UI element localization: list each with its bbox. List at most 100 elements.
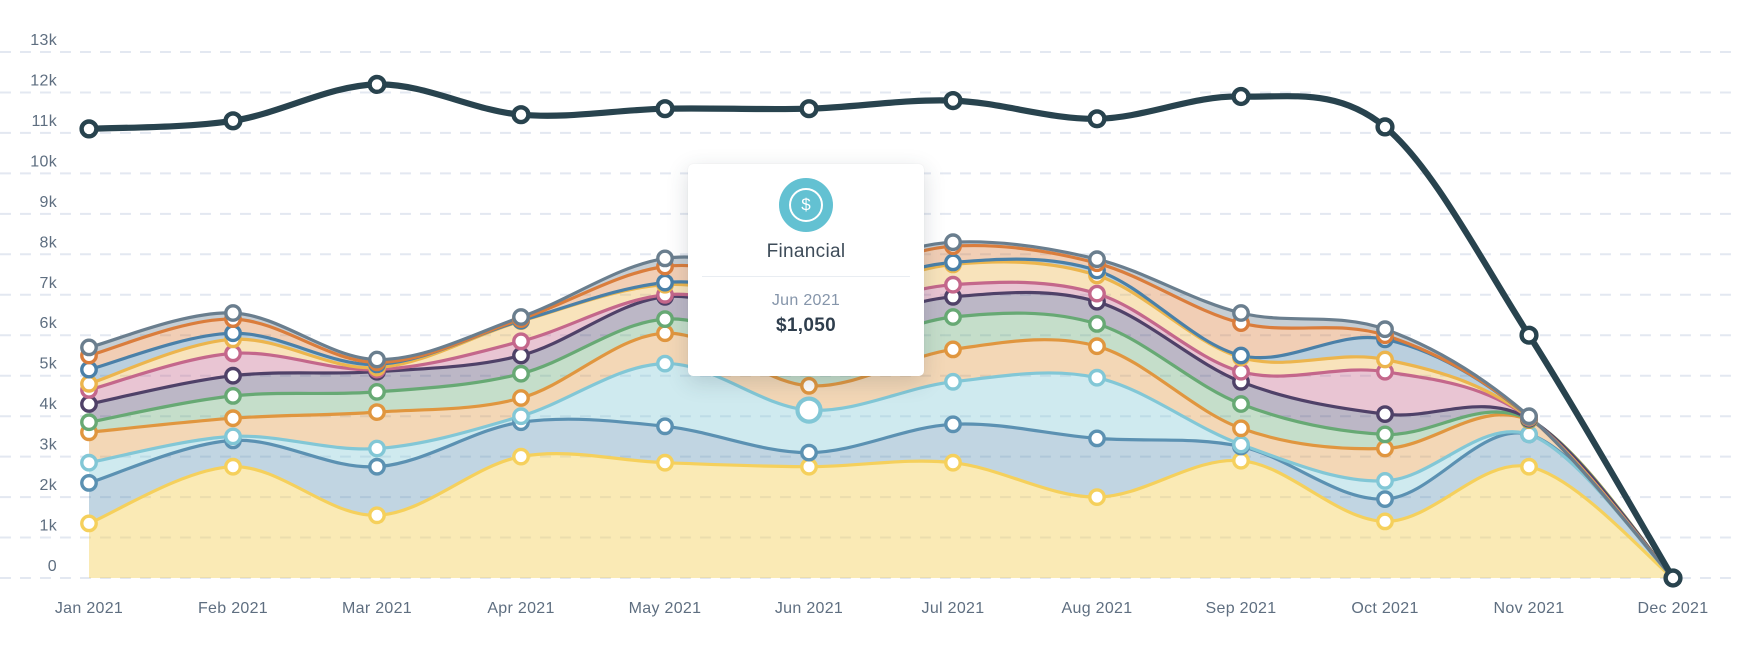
data-point-marker[interactable] bbox=[944, 372, 962, 391]
data-point-marker[interactable] bbox=[80, 453, 98, 472]
data-point-marker[interactable] bbox=[368, 350, 386, 369]
data-point-marker[interactable] bbox=[1232, 346, 1250, 365]
data-point-marker[interactable] bbox=[368, 457, 386, 476]
data-point-marker[interactable] bbox=[512, 407, 530, 426]
data-point-marker[interactable] bbox=[368, 403, 386, 421]
data-point-marker[interactable] bbox=[80, 413, 98, 432]
data-point-marker[interactable] bbox=[1232, 451, 1250, 470]
series-yellow-area[interactable] bbox=[89, 453, 1673, 578]
total-point-marker[interactable] bbox=[655, 99, 675, 119]
total-point-marker[interactable] bbox=[367, 74, 387, 95]
series-cyan-area[interactable] bbox=[89, 363, 1673, 578]
data-point-marker[interactable] bbox=[1520, 425, 1538, 444]
data-point-marker[interactable] bbox=[1376, 439, 1394, 458]
data-point-marker[interactable] bbox=[656, 249, 674, 268]
data-point-marker[interactable] bbox=[512, 308, 530, 326]
data-point-marker[interactable] bbox=[1376, 320, 1394, 339]
total-point-marker[interactable] bbox=[1375, 117, 1395, 137]
data-point-marker[interactable] bbox=[224, 386, 242, 405]
data-point-marker[interactable] bbox=[80, 338, 98, 357]
x-tick-label: Jun 2021 bbox=[775, 600, 843, 617]
series-goldorange-area[interactable] bbox=[89, 333, 1673, 578]
data-point-marker[interactable] bbox=[224, 344, 242, 363]
data-point-marker[interactable] bbox=[656, 417, 674, 436]
data-point-marker[interactable] bbox=[1376, 405, 1394, 423]
data-point-marker[interactable] bbox=[1088, 314, 1106, 333]
series-cyan-line[interactable] bbox=[87, 361, 1675, 580]
data-point-marker[interactable] bbox=[1088, 250, 1106, 269]
data-point-marker[interactable] bbox=[1376, 350, 1394, 369]
data-point-marker[interactable] bbox=[1232, 435, 1250, 454]
data-point-marker[interactable] bbox=[512, 447, 530, 466]
data-point-marker[interactable] bbox=[656, 354, 674, 373]
data-point-marker[interactable] bbox=[80, 514, 98, 533]
data-point-marker[interactable] bbox=[1376, 425, 1394, 444]
data-point-marker[interactable] bbox=[656, 453, 674, 472]
data-point-marker[interactable] bbox=[1376, 512, 1394, 531]
series-gold-area[interactable] bbox=[89, 261, 1673, 578]
series-steelblue-area[interactable] bbox=[89, 419, 1673, 578]
data-point-marker[interactable] bbox=[224, 366, 242, 385]
data-point-marker[interactable] bbox=[368, 439, 386, 458]
data-point-marker[interactable] bbox=[1088, 488, 1106, 506]
series-slate-area[interactable] bbox=[89, 241, 1673, 578]
data-point-marker[interactable] bbox=[944, 453, 962, 472]
data-point-marker[interactable] bbox=[800, 443, 818, 462]
data-point-marker[interactable] bbox=[1520, 457, 1538, 476]
data-point-marker[interactable] bbox=[1232, 419, 1250, 438]
data-point-marker[interactable] bbox=[656, 324, 674, 343]
data-point-marker[interactable] bbox=[224, 324, 242, 343]
data-point-marker[interactable] bbox=[1376, 490, 1394, 508]
data-point-marker[interactable] bbox=[1088, 284, 1106, 303]
total-point-marker[interactable] bbox=[79, 119, 99, 139]
hovered-point-marker[interactable] bbox=[795, 396, 823, 424]
data-point-marker[interactable] bbox=[512, 389, 530, 407]
data-point-marker[interactable] bbox=[512, 364, 530, 383]
total-line-markers[interactable] bbox=[79, 74, 1683, 588]
total-point-marker[interactable] bbox=[223, 111, 243, 131]
total-point-marker[interactable] bbox=[1519, 325, 1539, 345]
data-point-marker[interactable] bbox=[512, 332, 530, 351]
data-point-marker[interactable] bbox=[800, 457, 818, 476]
data-point-marker[interactable] bbox=[944, 415, 962, 434]
data-point-marker[interactable] bbox=[80, 374, 98, 393]
data-point-marker[interactable] bbox=[944, 275, 962, 294]
series-steelblue-line[interactable] bbox=[87, 417, 1675, 580]
data-point-marker[interactable] bbox=[1232, 362, 1250, 381]
total-point-marker[interactable] bbox=[511, 105, 531, 125]
data-point-marker[interactable] bbox=[80, 473, 98, 492]
data-point-marker[interactable] bbox=[80, 360, 98, 379]
total-point-marker[interactable] bbox=[1087, 109, 1107, 129]
data-point-marker[interactable] bbox=[800, 376, 818, 395]
series-pink-area[interactable] bbox=[89, 282, 1673, 578]
data-point-marker[interactable] bbox=[224, 304, 242, 322]
data-point-marker[interactable] bbox=[944, 253, 962, 272]
data-point-marker[interactable] bbox=[1376, 471, 1394, 490]
total-point-marker[interactable] bbox=[1231, 86, 1251, 107]
data-point-marker[interactable] bbox=[656, 273, 674, 292]
data-point-marker[interactable] bbox=[224, 457, 242, 476]
data-point-marker[interactable] bbox=[224, 427, 242, 446]
data-point-marker[interactable] bbox=[656, 310, 674, 328]
data-point-marker[interactable] bbox=[368, 506, 386, 525]
data-point-marker[interactable] bbox=[944, 340, 962, 359]
total-point-marker[interactable] bbox=[799, 99, 819, 119]
series-yellow-line[interactable] bbox=[87, 452, 1675, 580]
data-point-marker[interactable] bbox=[1088, 368, 1106, 387]
y-tick-label: 0 bbox=[48, 558, 57, 575]
x-tick-label: Dec 2021 bbox=[1638, 600, 1709, 617]
data-point-marker[interactable] bbox=[1232, 304, 1250, 322]
data-point-marker[interactable] bbox=[944, 233, 962, 252]
data-point-marker[interactable] bbox=[368, 382, 386, 401]
data-point-marker[interactable] bbox=[224, 409, 242, 428]
data-point-marker[interactable] bbox=[80, 395, 98, 413]
data-point-marker[interactable] bbox=[1088, 337, 1106, 356]
total-point-marker[interactable] bbox=[943, 90, 963, 111]
data-point-marker[interactable] bbox=[1520, 407, 1538, 426]
data-point-marker[interactable] bbox=[512, 346, 530, 365]
data-point-marker[interactable] bbox=[944, 308, 962, 326]
data-point-marker[interactable] bbox=[1232, 395, 1250, 413]
data-point-marker[interactable] bbox=[1088, 429, 1106, 448]
total-point-marker[interactable] bbox=[1663, 568, 1683, 588]
